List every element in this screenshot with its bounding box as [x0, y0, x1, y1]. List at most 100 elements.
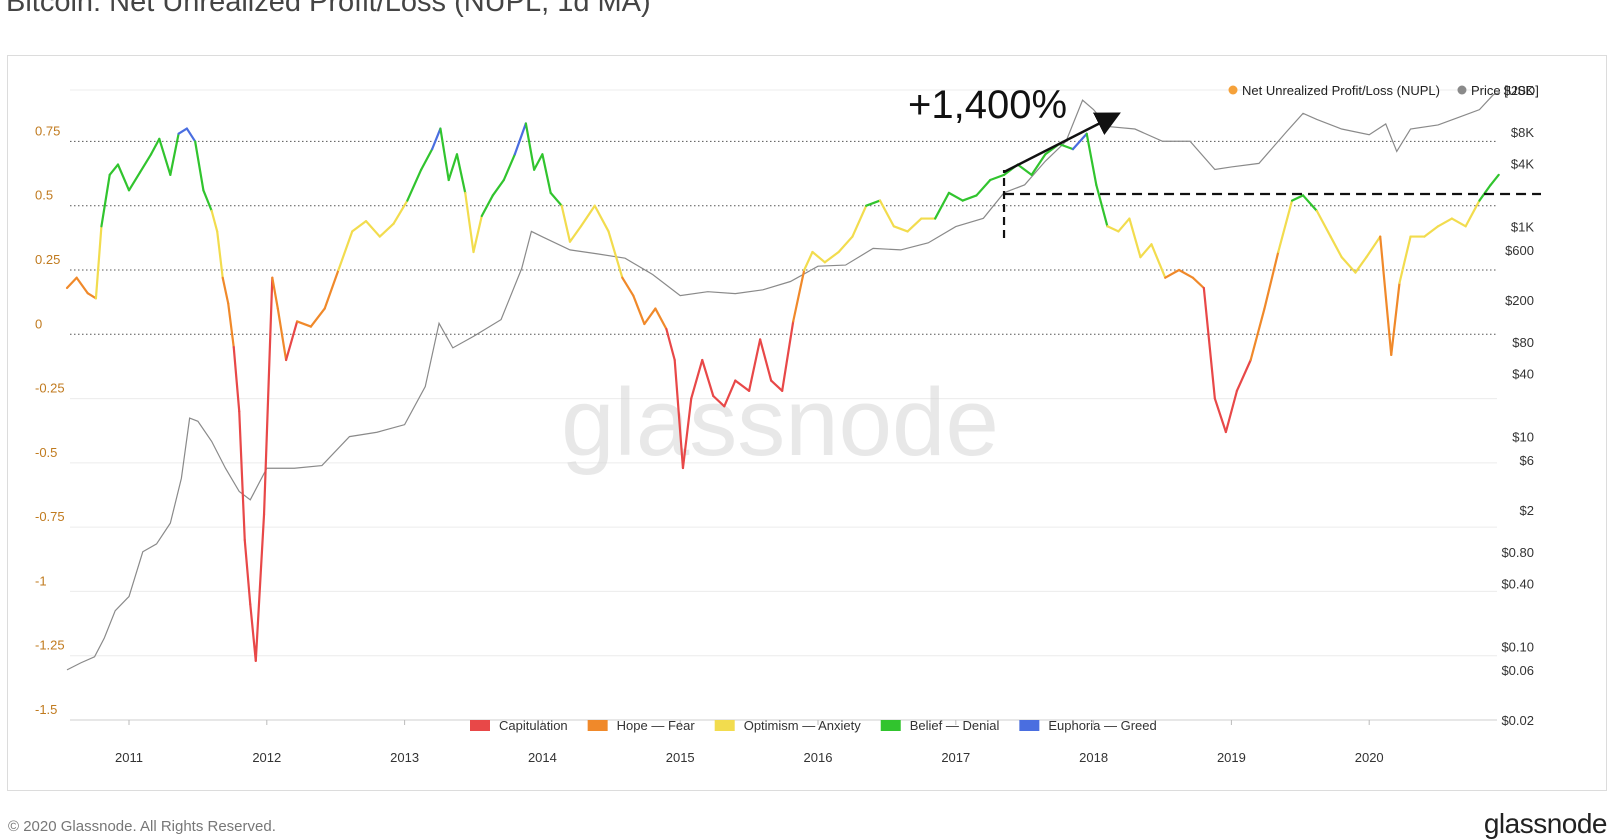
nupl-segment [524, 122, 536, 171]
nupl-segment [202, 189, 213, 212]
nupl-segment [108, 163, 120, 176]
nupl-segment [1478, 184, 1492, 202]
nupl-segment [502, 153, 516, 182]
nupl-segment [593, 204, 610, 233]
legend-label: Euphoria — Greed [1048, 718, 1156, 733]
nupl-segment [309, 307, 326, 328]
legend-label: Optimism — Anxiety [744, 718, 862, 733]
nupl-segment [116, 163, 131, 192]
right-tick-label: $4K [1511, 156, 1534, 171]
nupl-segment [837, 235, 854, 254]
nupl-segment [607, 230, 624, 279]
nupl-segment [975, 178, 992, 197]
nupl-segment [1085, 132, 1098, 187]
nupl-segment [1058, 142, 1075, 151]
annotation-arrow [1003, 112, 1121, 174]
nupl-segment [491, 178, 505, 197]
nupl-segment [878, 199, 895, 228]
nupl-segment [177, 127, 188, 135]
left-tick-label: -1 [35, 573, 47, 588]
x-tick-label: 2018 [1079, 750, 1108, 765]
legend-label: Belief — Denial [910, 718, 1000, 733]
nupl-segment [238, 410, 246, 542]
nupl-segment [1139, 243, 1153, 259]
nupl-segment [643, 307, 657, 326]
legend-bottom: Capitulation Hope — Fear Optimism — Anxiet… [470, 718, 1157, 733]
right-tick-label: $80 [1512, 335, 1534, 350]
nupl-segment [654, 307, 668, 331]
legend-swatch [587, 720, 608, 731]
nupl-segment [75, 276, 89, 295]
legend-marker [1457, 85, 1467, 95]
nupl-segment [1213, 397, 1227, 434]
nupl-segment [568, 225, 583, 243]
nupl-segment [759, 338, 773, 382]
gridlines [70, 89, 1497, 721]
nupl-segment [364, 220, 381, 238]
nupl-segment [811, 250, 826, 264]
nupl-segment [296, 320, 312, 328]
nupl-segment [284, 320, 299, 362]
nupl-segment [560, 204, 572, 243]
nupl-segment [1423, 225, 1440, 238]
nupl-segment [549, 191, 563, 207]
right-tick-label: $0.10 [1501, 640, 1534, 655]
nupl-series [65, 122, 1500, 662]
right-tick-label: $20K [1504, 83, 1535, 98]
nupl-segment [472, 214, 483, 254]
nupl-segment [1202, 286, 1216, 400]
page-title: Bitcoin: Net Unrealized Profit/Loss (NUP… [6, 0, 651, 18]
nupl-segment [803, 250, 814, 272]
nupl-segment [723, 379, 737, 408]
right-tick-label: $0.06 [1501, 663, 1534, 678]
nupl-segment [851, 204, 868, 238]
glassnode-watermark: glassnode [561, 369, 999, 476]
nupl-segment [138, 153, 153, 174]
x-tick-label: 2011 [115, 750, 143, 765]
legend-label: Capitulation [499, 718, 568, 733]
left-tick-label: -0.5 [35, 445, 57, 460]
nupl-segment [665, 328, 676, 362]
nupl-segment [1436, 217, 1453, 228]
right-tick-label: $0.02 [1501, 713, 1534, 728]
nupl-segment [480, 194, 494, 218]
nupl-segment [243, 538, 252, 606]
nupl-segment [254, 513, 266, 662]
annotation-label: +1,400% [908, 83, 1067, 127]
nupl-segment [712, 394, 726, 408]
left-tick-label: 0.5 [35, 188, 53, 203]
price-line [66, 91, 1501, 671]
right-tick-label: $40 [1512, 366, 1534, 381]
nupl-segment [455, 153, 467, 194]
copyright: © 2020 Glassnode. All Rights Reserved. [8, 818, 276, 835]
nupl-segment [149, 137, 161, 156]
nupl-segment [86, 292, 98, 300]
nupl-segment [431, 127, 442, 151]
nupl-segment [1095, 184, 1109, 228]
nupl-segment [1329, 235, 1343, 259]
x-tick-label: 2020 [1355, 750, 1384, 765]
nupl-segment [1191, 276, 1205, 290]
left-tick-label: 0.25 [35, 252, 60, 267]
nupl-segment [127, 171, 142, 192]
nupl-segment [1030, 153, 1047, 176]
left-tick-label: -0.75 [35, 509, 65, 524]
nupl-segment [747, 338, 762, 392]
x-tick-label: 2014 [528, 750, 557, 765]
legend-swatch [470, 720, 490, 731]
price-series [66, 91, 1501, 671]
nupl-segment [392, 199, 409, 225]
nupl-segment [194, 140, 205, 192]
nupl-price-chart: glassnode 0.75 0.5 0.25 0 -0.25 -0.5 -0.75 -1 -1… [35, 83, 1541, 765]
nupl-segment [323, 268, 340, 310]
nupl-segment [262, 276, 274, 516]
right-tick-label: $2 [1520, 503, 1534, 518]
nupl-segment [673, 358, 685, 470]
nupl-segment [1128, 217, 1142, 259]
left-tick-label: 0.75 [35, 123, 60, 138]
nupl-segment [406, 168, 423, 202]
nupl-segment [1164, 268, 1181, 279]
nupl-segment [439, 127, 450, 182]
nupl-segment [100, 173, 111, 228]
left-tick-label: 0 [35, 316, 42, 331]
